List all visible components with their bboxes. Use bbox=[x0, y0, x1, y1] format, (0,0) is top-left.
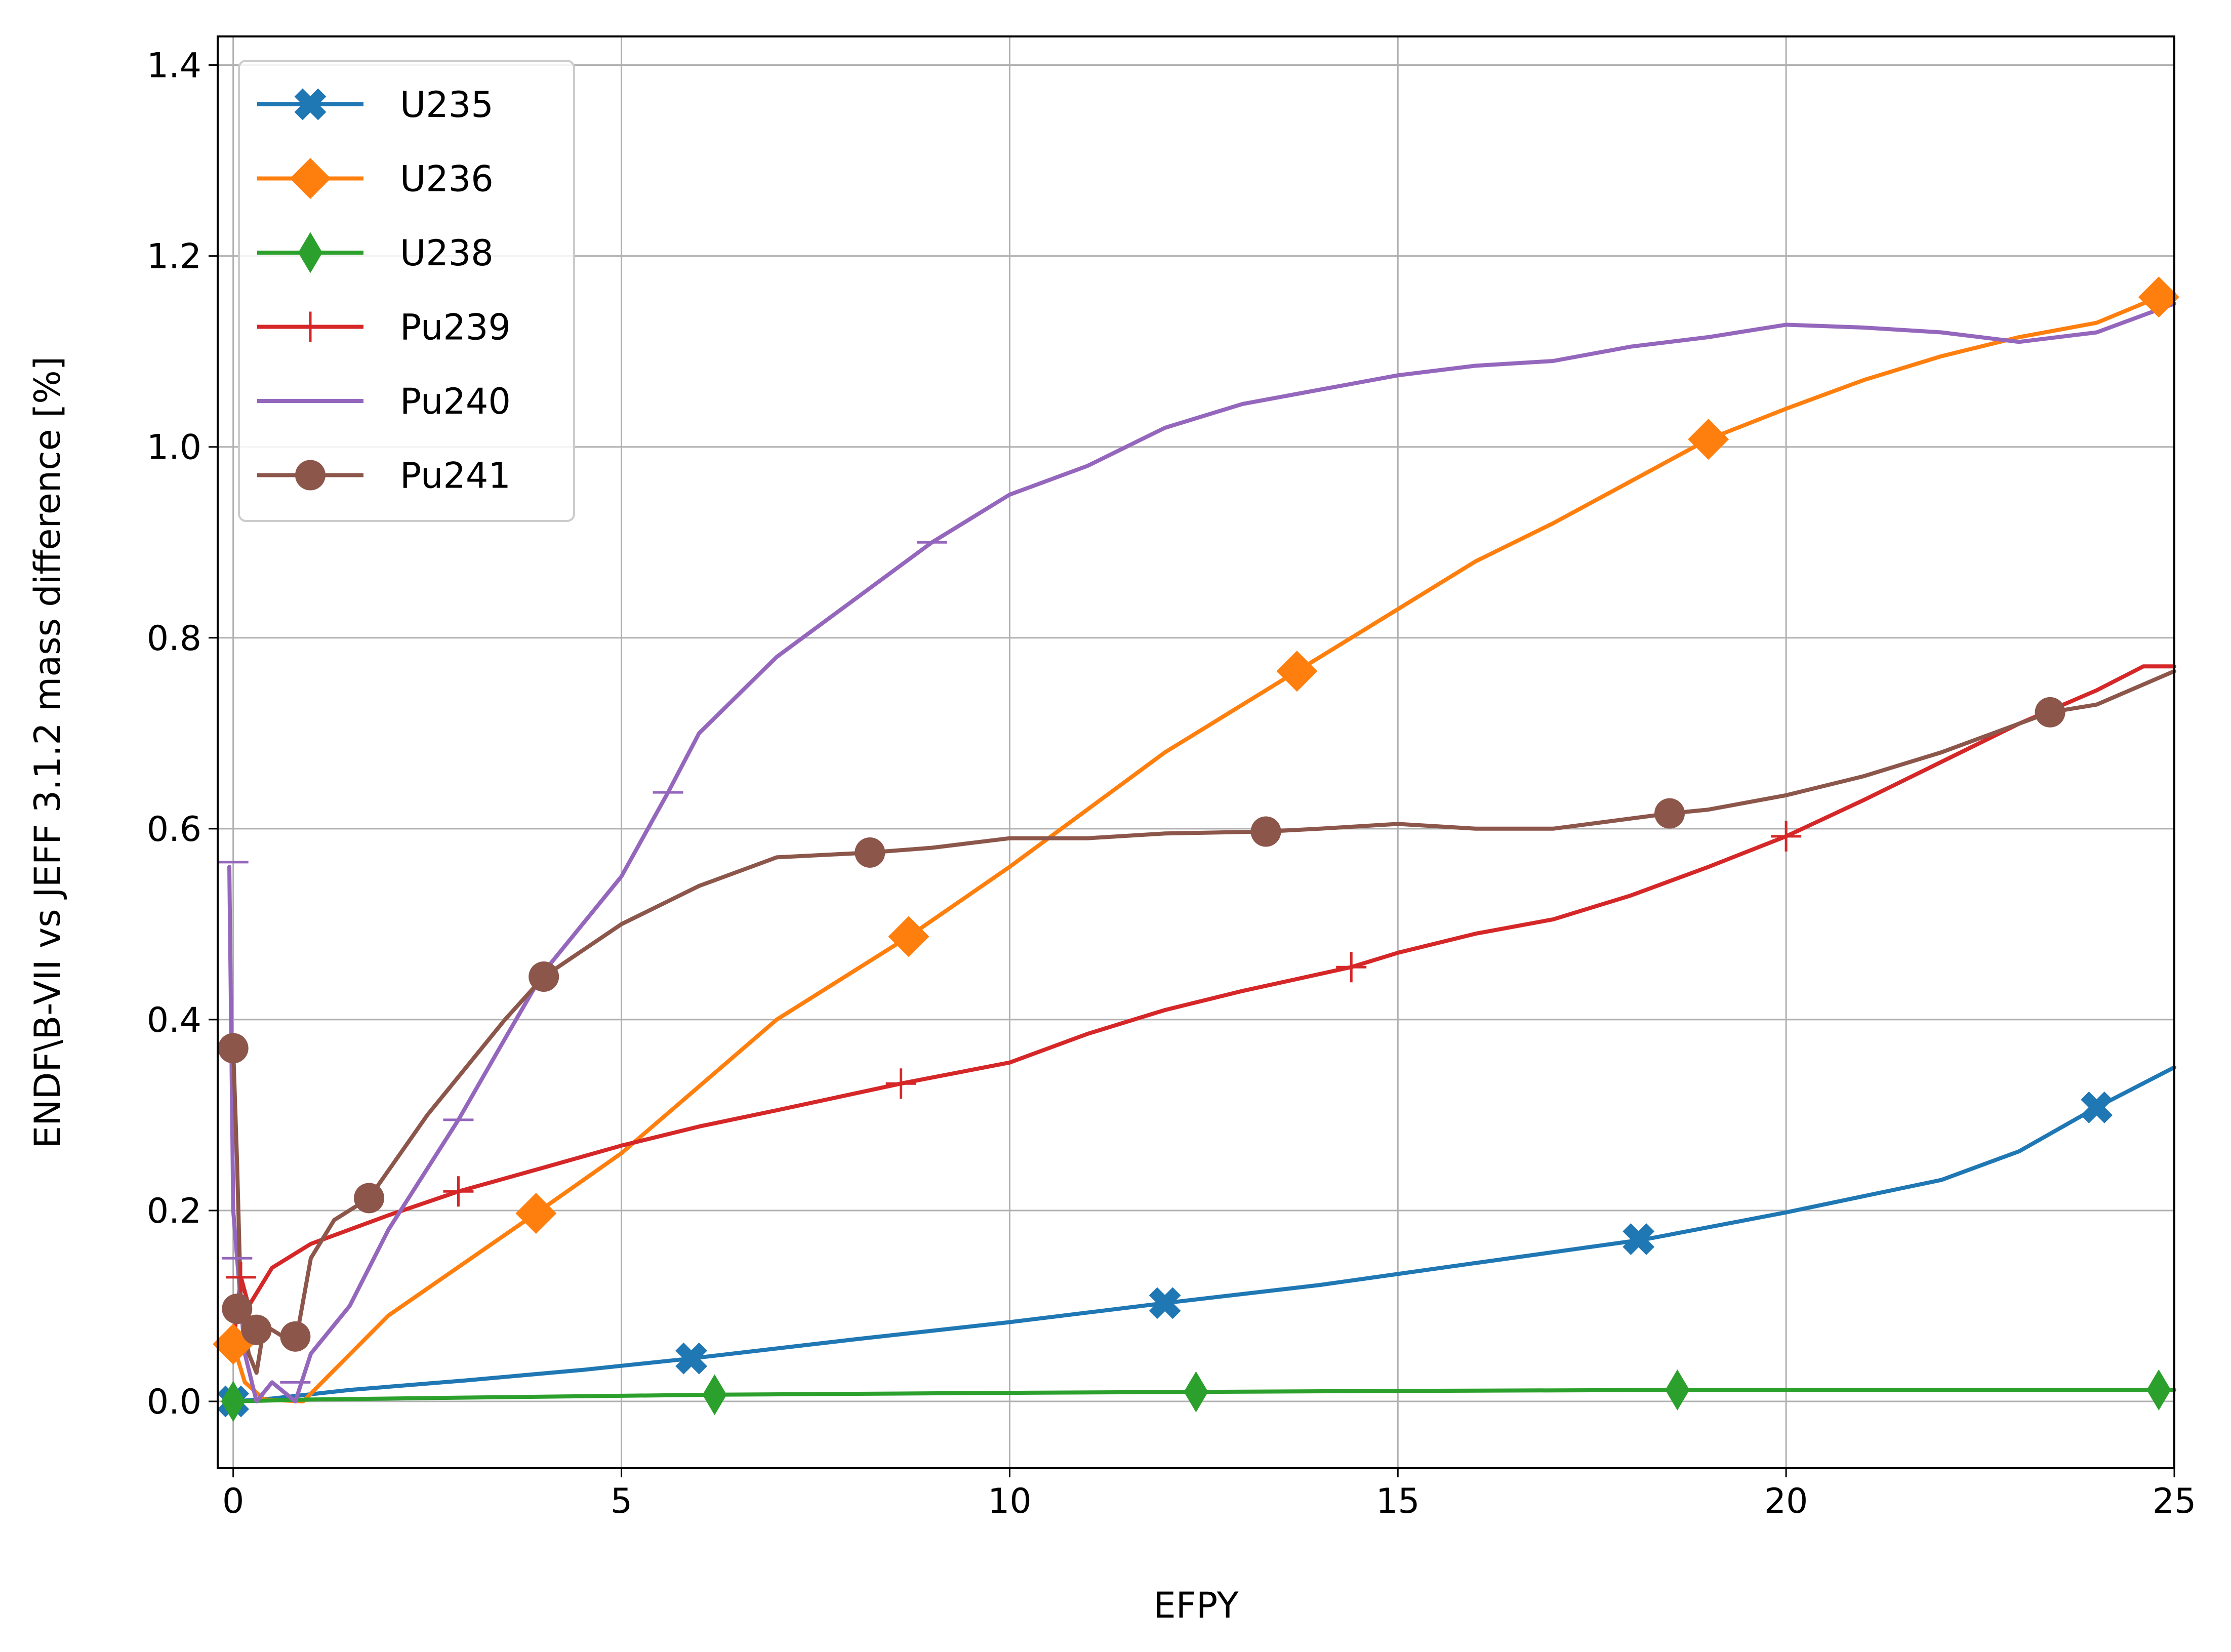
data-point-pu241 bbox=[1250, 816, 1281, 847]
legend-box bbox=[238, 60, 575, 522]
data-point-pu241 bbox=[2035, 697, 2065, 728]
data-point-pu241 bbox=[218, 1033, 249, 1064]
legend-label-pu241: Pu241 bbox=[400, 455, 511, 497]
data-point-u235-bar bbox=[2081, 1091, 2113, 1123]
data-point-pu241 bbox=[1654, 798, 1685, 829]
x-tick-label: 10 bbox=[988, 1481, 1032, 1521]
legend-label-u238: U238 bbox=[400, 232, 494, 274]
x-axis-title: EFPY bbox=[1154, 1585, 1239, 1626]
data-point-u235-bar bbox=[675, 1342, 707, 1375]
data-point-pu241 bbox=[354, 1183, 385, 1214]
data-point-u235 bbox=[2081, 1091, 2113, 1123]
data-point-u238 bbox=[1184, 1371, 1208, 1413]
data-point-u238 bbox=[702, 1374, 727, 1416]
legend-label-u236: U236 bbox=[400, 158, 494, 200]
y-tick-label: 0.2 bbox=[147, 1191, 201, 1231]
legend-marker-u235 bbox=[294, 88, 327, 120]
legend-label-pu240: Pu240 bbox=[400, 381, 511, 422]
data-point-u236 bbox=[515, 1193, 557, 1234]
data-point-pu241 bbox=[529, 961, 559, 992]
y-tick-label: 1.0 bbox=[147, 428, 201, 468]
data-point-u236 bbox=[888, 916, 929, 957]
data-point-pu239 bbox=[226, 1262, 257, 1293]
legend-label-u235: U235 bbox=[400, 84, 494, 126]
data-point-u238 bbox=[221, 1381, 246, 1422]
y-tick-label: 0.8 bbox=[147, 619, 201, 659]
data-point-pu241 bbox=[222, 1294, 253, 1324]
data-point-pu241 bbox=[241, 1314, 272, 1345]
data-point-pu239 bbox=[443, 1176, 474, 1207]
data-point-u238 bbox=[1665, 1369, 1690, 1411]
series-line-u236 bbox=[231, 292, 2176, 1403]
data-point-u238 bbox=[2146, 1369, 2171, 1411]
series-markers bbox=[213, 276, 2179, 1422]
data-point-pu241 bbox=[280, 1321, 311, 1352]
data-point-pu239 bbox=[885, 1068, 916, 1099]
y-tick-label: 1.4 bbox=[147, 46, 201, 86]
x-tick-label: 15 bbox=[1376, 1481, 1420, 1521]
series-line-pu240 bbox=[227, 301, 2176, 1403]
legend: U235 U236 U238 Pu239 Pu240 Pu241 bbox=[238, 60, 575, 522]
series-line-pu241 bbox=[231, 669, 2176, 1375]
data-point-pu239 bbox=[1336, 952, 1367, 983]
x-tick-label: 5 bbox=[611, 1481, 632, 1521]
series-line-pu239 bbox=[231, 664, 2176, 1346]
x-tick-label: 25 bbox=[2153, 1481, 2197, 1521]
x-tick-label: 0 bbox=[222, 1481, 244, 1521]
legend-marker-pu239 bbox=[295, 311, 326, 342]
data-point-u236 bbox=[1688, 419, 1729, 460]
data-point-u236 bbox=[1276, 651, 1318, 692]
data-point-pu241 bbox=[855, 837, 885, 868]
y-axis-title: ENDF\B-VII vs JEFF 3.1.2 mass difference… bbox=[27, 356, 68, 1148]
legend-marker-u238 bbox=[298, 232, 322, 273]
y-tick-label: 1.2 bbox=[147, 237, 201, 277]
legend-marker-pu241 bbox=[295, 460, 326, 491]
data-point-u235-bar bbox=[1622, 1223, 1655, 1255]
y-tick-label: 0.6 bbox=[147, 810, 201, 850]
series-line-u235 bbox=[231, 1065, 2176, 1403]
data-point-u235-bar bbox=[1149, 1287, 1181, 1319]
plot-frame bbox=[217, 35, 2175, 1469]
data-point-u235 bbox=[1149, 1287, 1181, 1319]
x-tick-label: 20 bbox=[1764, 1481, 1808, 1521]
data-point-u236 bbox=[2138, 276, 2179, 318]
legend-label-pu239: Pu239 bbox=[400, 307, 511, 348]
legend-marker-u235-bar bbox=[294, 88, 327, 120]
data-point-u235 bbox=[1622, 1223, 1655, 1255]
axis-ticks: 0 5 10 15 20 25 0.0 0.2 0.4 0.6 0.8 1.0 1.2 1.4 bbox=[147, 46, 2196, 1521]
data-point-u235 bbox=[675, 1342, 707, 1375]
legend-marker-u236 bbox=[290, 158, 331, 199]
y-tick-label: 0.4 bbox=[147, 1000, 201, 1040]
data-point-pu239 bbox=[1771, 821, 1802, 852]
y-tick-label: 0.0 bbox=[147, 1382, 201, 1422]
